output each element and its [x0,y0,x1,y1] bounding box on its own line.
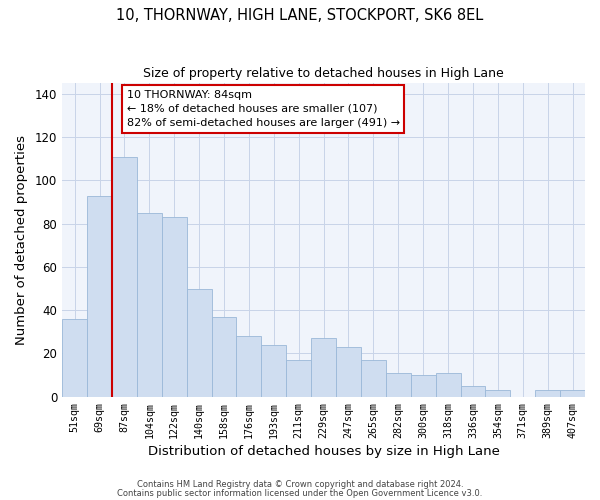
Bar [262,345,286,397]
Bar [112,156,137,396]
Bar [386,373,411,396]
Bar [236,336,262,396]
X-axis label: Distribution of detached houses by size in High Lane: Distribution of detached houses by size … [148,444,500,458]
Bar [461,386,485,396]
Bar [311,338,336,396]
Bar [485,390,511,396]
Bar [535,390,560,396]
Bar [187,288,212,397]
Bar [361,360,386,397]
Text: 10 THORNWAY: 84sqm
← 18% of detached houses are smaller (107)
82% of semi-detach: 10 THORNWAY: 84sqm ← 18% of detached hou… [127,90,400,128]
Bar [62,319,87,396]
Bar [87,196,112,396]
Y-axis label: Number of detached properties: Number of detached properties [15,135,28,345]
Bar [336,347,361,397]
Text: Contains HM Land Registry data © Crown copyright and database right 2024.: Contains HM Land Registry data © Crown c… [137,480,463,489]
Bar [560,390,585,396]
Bar [436,373,461,396]
Bar [162,217,187,396]
Text: Contains public sector information licensed under the Open Government Licence v3: Contains public sector information licen… [118,490,482,498]
Bar [411,375,436,396]
Title: Size of property relative to detached houses in High Lane: Size of property relative to detached ho… [143,68,504,80]
Bar [212,316,236,396]
Text: 10, THORNWAY, HIGH LANE, STOCKPORT, SK6 8EL: 10, THORNWAY, HIGH LANE, STOCKPORT, SK6 … [116,8,484,22]
Bar [137,213,162,396]
Bar [286,360,311,397]
